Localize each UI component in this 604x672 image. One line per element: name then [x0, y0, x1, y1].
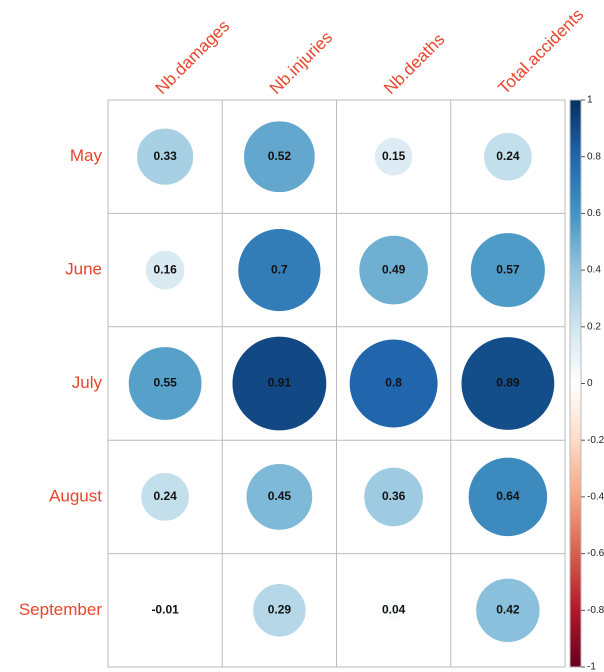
value-label: 0.15 — [382, 149, 406, 163]
colorbar-tick-label: 0 — [587, 378, 593, 389]
corr-circle — [373, 136, 414, 177]
corr-circle — [237, 228, 322, 313]
value-label: 0.29 — [268, 602, 292, 616]
corr-circle — [467, 456, 549, 538]
colorbar-tick-label: 0.8 — [587, 151, 601, 162]
value-label: 0.36 — [382, 489, 406, 503]
corr-circle — [243, 120, 316, 194]
value-label: 0.8 — [385, 376, 402, 390]
colorbar-tick-label: 1 — [587, 95, 593, 106]
corr-circle — [483, 131, 533, 182]
column-label: Total.accidents — [494, 5, 587, 98]
corr-circle — [245, 463, 314, 531]
corr-circle — [475, 577, 541, 644]
value-label: 0.55 — [153, 376, 177, 390]
row-label: May — [70, 146, 103, 165]
value-label: 0.52 — [268, 149, 292, 163]
value-label: 0.24 — [153, 489, 177, 503]
corr-circle — [363, 466, 424, 528]
column-label: Nb.injuries — [266, 28, 336, 98]
colorbar-tick-label: 0.6 — [587, 208, 601, 219]
colorbar — [569, 99, 582, 668]
corr-circle — [358, 234, 429, 306]
value-label: 0.33 — [153, 149, 177, 163]
corr-circle — [460, 336, 556, 431]
corr-circle — [144, 249, 186, 291]
value-label: 0.45 — [268, 489, 292, 503]
value-label: 0.57 — [496, 262, 520, 276]
corr-circle — [469, 232, 546, 309]
value-label: 0.89 — [496, 376, 520, 390]
corr-circle — [231, 335, 328, 432]
corr-circle — [159, 604, 171, 616]
colorbar-tick-label: -1 — [587, 662, 596, 672]
corr-circle — [136, 127, 195, 186]
value-label: -0.01 — [151, 602, 179, 616]
colorbar-tick-label: -0.6 — [587, 548, 604, 559]
corr-circle — [348, 338, 439, 429]
column-label: Nb.deaths — [380, 30, 448, 98]
colorbar-tick-label: 0.2 — [587, 321, 601, 332]
row-label: September — [19, 600, 102, 619]
colorbar-tick-label: -0.2 — [587, 435, 604, 446]
value-label: 0.04 — [382, 602, 406, 616]
corr-circle — [127, 346, 203, 421]
row-label: June — [65, 260, 102, 279]
row-label: July — [72, 373, 103, 392]
colorbar-tick-label: 0.4 — [587, 265, 601, 276]
value-label: 0.16 — [153, 262, 177, 276]
corr-circle — [252, 583, 307, 638]
corr-circle — [140, 472, 190, 522]
colorbar-tick-label: -0.8 — [587, 605, 604, 616]
value-label: 0.7 — [271, 262, 288, 276]
value-label: 0.49 — [382, 262, 406, 276]
row-label: August — [49, 486, 102, 505]
value-label: 0.42 — [496, 602, 520, 616]
value-label: 0.24 — [496, 149, 520, 163]
column-label: Nb.damages — [152, 16, 234, 98]
corr-circle — [383, 599, 405, 621]
colorbar-tick-label: -0.4 — [587, 492, 604, 503]
value-label: 0.64 — [496, 489, 520, 503]
value-label: 0.91 — [268, 376, 292, 390]
